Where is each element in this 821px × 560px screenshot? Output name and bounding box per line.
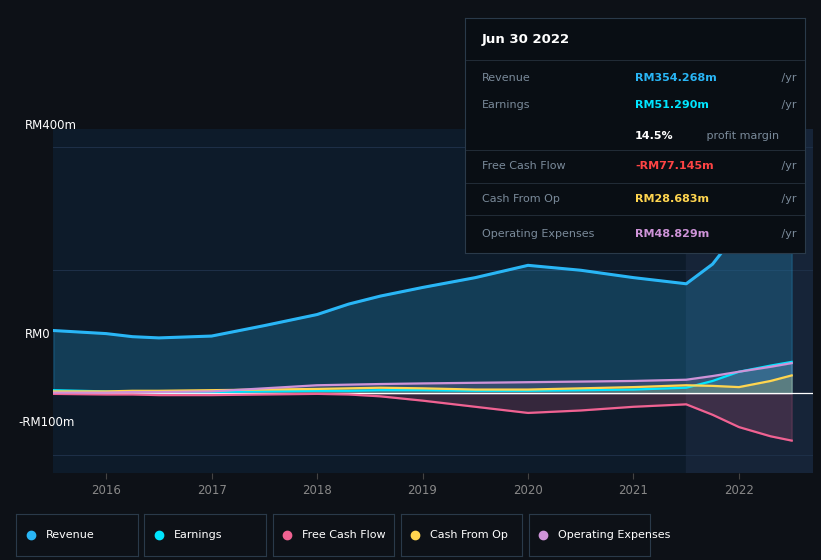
Text: RM28.683m: RM28.683m — [635, 194, 709, 204]
Text: Cash From Op: Cash From Op — [430, 530, 507, 539]
Text: Revenue: Revenue — [482, 73, 530, 83]
Text: RM48.829m: RM48.829m — [635, 229, 709, 239]
Bar — [686, 129, 813, 473]
Text: RM354.268m: RM354.268m — [635, 73, 717, 83]
Text: RM0: RM0 — [25, 328, 50, 342]
Text: Earnings: Earnings — [174, 530, 222, 539]
Text: Earnings: Earnings — [482, 100, 530, 110]
Text: Revenue: Revenue — [46, 530, 94, 539]
Text: /yr: /yr — [778, 73, 796, 83]
Text: Free Cash Flow: Free Cash Flow — [302, 530, 385, 539]
Text: /yr: /yr — [778, 161, 796, 171]
Text: /yr: /yr — [778, 194, 796, 204]
Text: Jun 30 2022: Jun 30 2022 — [482, 32, 570, 45]
Text: /yr: /yr — [778, 100, 796, 110]
Text: /yr: /yr — [778, 229, 796, 239]
Text: profit margin: profit margin — [703, 130, 779, 141]
Text: Operating Expenses: Operating Expenses — [482, 229, 594, 239]
Text: -RM77.145m: -RM77.145m — [635, 161, 713, 171]
Text: RM400m: RM400m — [25, 119, 76, 132]
Text: RM51.290m: RM51.290m — [635, 100, 709, 110]
Text: Free Cash Flow: Free Cash Flow — [482, 161, 566, 171]
Text: Operating Expenses: Operating Expenses — [558, 530, 670, 539]
Text: 14.5%: 14.5% — [635, 130, 674, 141]
Text: Cash From Op: Cash From Op — [482, 194, 560, 204]
Text: -RM100m: -RM100m — [18, 416, 75, 430]
